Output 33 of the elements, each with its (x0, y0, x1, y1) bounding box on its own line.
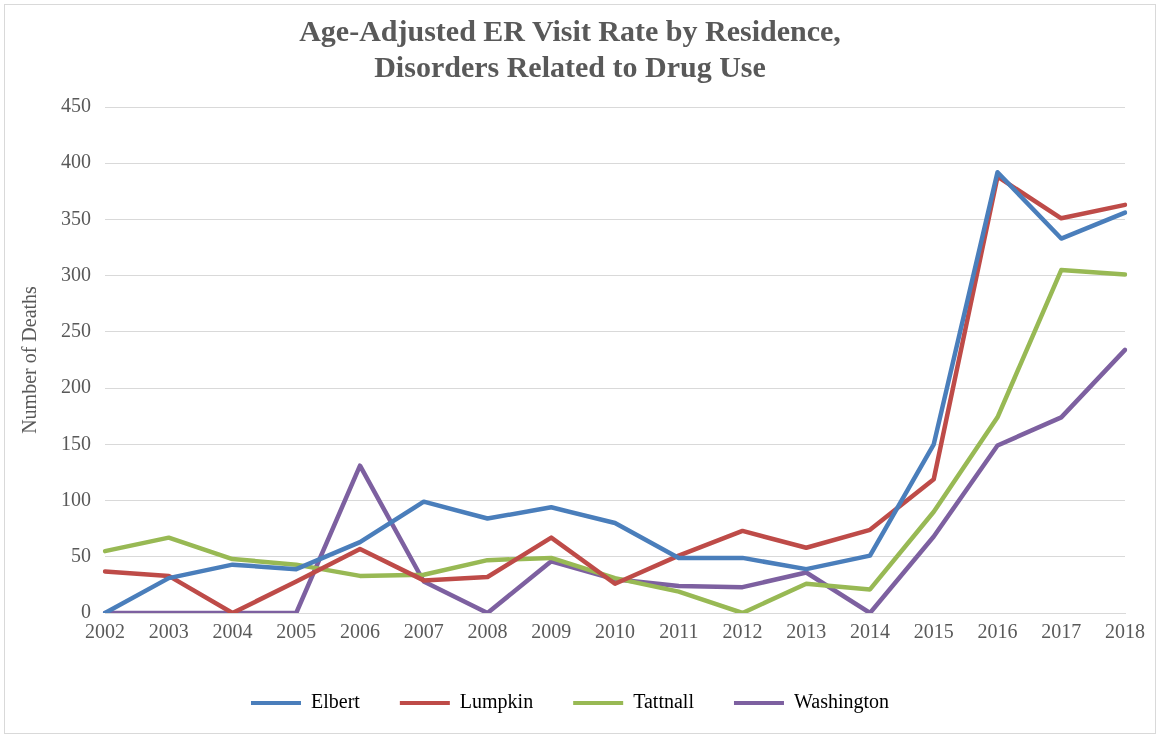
chart-title: Age-Adjusted ER Visit Rate by Residence, Disorders Related to Drug Use (299, 13, 841, 83)
y-tick-label: 250 (61, 319, 91, 342)
x-tick-label: 2012 (722, 620, 763, 643)
y-tick-label: 450 (61, 94, 91, 117)
x-tick-label: 2016 (977, 620, 1018, 643)
legend-label: Washington (793, 690, 890, 714)
x-tick-label: 2008 (467, 620, 508, 643)
y-tick-label: 200 (61, 375, 91, 398)
x-tick-label: 2003 (148, 620, 189, 643)
x-tick-label: 2017 (1041, 620, 1082, 643)
y-tick-label: 50 (71, 544, 91, 567)
legend-label: Elbert (310, 690, 361, 713)
legend-label: Lumpkin (459, 690, 534, 714)
y-axis-title: Number of Deaths (18, 285, 41, 434)
x-tick-label: 2005 (276, 620, 317, 643)
y-tick-label: 100 (61, 487, 91, 510)
legend-label: Tattnall (633, 690, 695, 713)
y-tick-label: 0 (81, 600, 91, 623)
x-tick-label: 2010 (595, 620, 635, 643)
x-tick-label: 2013 (786, 620, 827, 643)
x-tick-label: 2018 (1105, 620, 1145, 643)
y-tick-label: 400 (61, 150, 91, 173)
y-tick-label: 150 (61, 431, 91, 454)
x-tick-label: 2002 (85, 620, 125, 643)
y-tick-label: 350 (61, 206, 91, 229)
y-tick-label: 300 (61, 262, 91, 285)
x-tick-label: 2009 (531, 620, 572, 643)
x-tick-label: 2011 (659, 620, 699, 643)
x-tick-label: 2015 (913, 620, 954, 643)
x-tick-label: 2007 (403, 620, 444, 643)
x-tick-label: 2006 (340, 620, 380, 643)
x-tick-label: 2004 (212, 620, 253, 643)
x-tick-label: 2014 (850, 620, 890, 643)
